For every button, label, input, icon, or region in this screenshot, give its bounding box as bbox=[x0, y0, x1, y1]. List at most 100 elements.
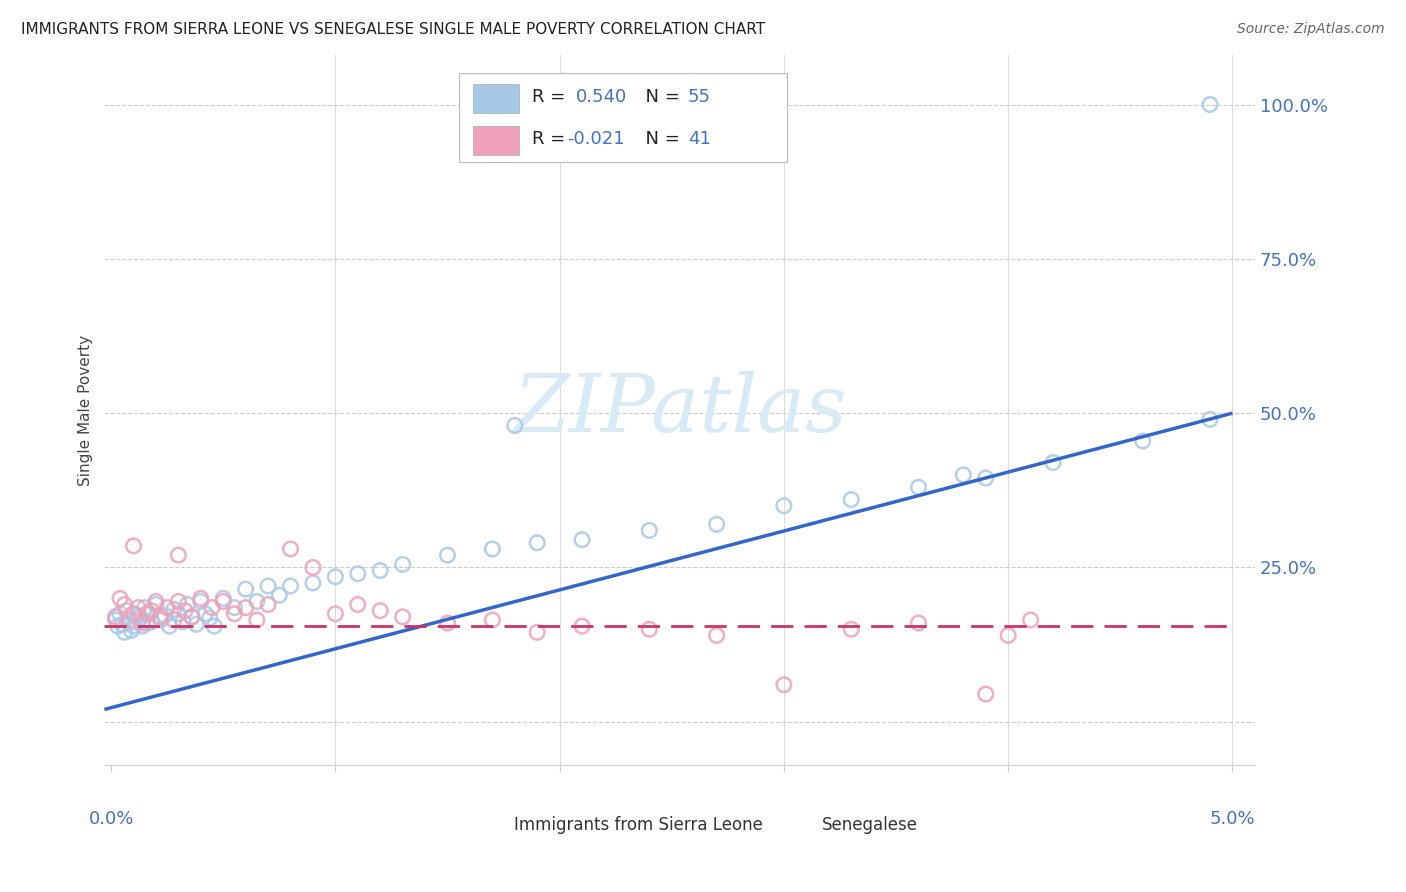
Point bbox=[481, 613, 503, 627]
Text: N =: N = bbox=[634, 87, 685, 106]
Point bbox=[526, 625, 548, 640]
Point bbox=[138, 607, 160, 621]
Text: Senegalese: Senegalese bbox=[823, 816, 918, 834]
Point bbox=[180, 610, 202, 624]
Point bbox=[145, 598, 167, 612]
Point bbox=[280, 541, 302, 556]
Point bbox=[952, 467, 974, 482]
Point bbox=[180, 610, 202, 624]
Point bbox=[202, 619, 225, 633]
Point bbox=[1199, 412, 1222, 426]
Point bbox=[773, 499, 796, 513]
Point bbox=[257, 579, 280, 593]
Point bbox=[108, 607, 131, 621]
Point bbox=[235, 582, 257, 596]
Point bbox=[246, 613, 269, 627]
Point bbox=[131, 619, 153, 633]
Y-axis label: Single Male Poverty: Single Male Poverty bbox=[79, 334, 93, 485]
Point bbox=[122, 607, 145, 621]
Point bbox=[145, 594, 167, 608]
Point bbox=[134, 600, 156, 615]
Text: ZIPatlas: ZIPatlas bbox=[513, 371, 846, 449]
Text: 0.0%: 0.0% bbox=[89, 810, 134, 828]
Point bbox=[149, 610, 172, 624]
Point bbox=[141, 604, 163, 618]
Point bbox=[302, 575, 325, 590]
Point bbox=[436, 548, 458, 562]
Point bbox=[172, 615, 194, 629]
Point bbox=[157, 619, 180, 633]
Point bbox=[302, 560, 325, 574]
Point bbox=[156, 600, 179, 615]
Point bbox=[136, 615, 159, 630]
Point bbox=[115, 604, 138, 618]
Point bbox=[201, 600, 224, 615]
Point bbox=[1019, 613, 1042, 627]
Point bbox=[108, 591, 131, 606]
Text: Source: ZipAtlas.com: Source: ZipAtlas.com bbox=[1237, 22, 1385, 37]
Point bbox=[269, 588, 291, 602]
Point bbox=[118, 613, 141, 627]
Point bbox=[141, 615, 163, 629]
Point bbox=[114, 598, 136, 612]
Point bbox=[839, 622, 862, 636]
Point bbox=[212, 594, 235, 608]
Point bbox=[706, 517, 728, 532]
Point bbox=[122, 619, 145, 633]
Point bbox=[571, 619, 593, 633]
Point bbox=[174, 604, 197, 618]
Point bbox=[176, 598, 198, 612]
Point bbox=[163, 613, 186, 627]
Point bbox=[436, 615, 458, 630]
Text: 41: 41 bbox=[688, 129, 710, 147]
Point bbox=[1042, 456, 1064, 470]
Point bbox=[127, 600, 149, 615]
Text: N =: N = bbox=[634, 129, 685, 147]
Point bbox=[571, 533, 593, 547]
Point bbox=[198, 611, 221, 625]
Point bbox=[224, 600, 246, 615]
Point bbox=[325, 570, 347, 584]
Point bbox=[235, 600, 257, 615]
Point bbox=[257, 598, 280, 612]
FancyBboxPatch shape bbox=[472, 126, 519, 154]
Point bbox=[129, 611, 152, 625]
Point bbox=[638, 622, 661, 636]
Point bbox=[246, 594, 269, 608]
Point bbox=[503, 418, 526, 433]
Point bbox=[149, 613, 172, 627]
Point bbox=[167, 594, 190, 608]
Point bbox=[114, 625, 136, 640]
Point bbox=[104, 610, 127, 624]
Point bbox=[167, 607, 190, 621]
Point bbox=[773, 678, 796, 692]
Text: 5.0%: 5.0% bbox=[1209, 810, 1256, 828]
Point bbox=[194, 607, 217, 621]
Point bbox=[107, 619, 129, 633]
Point bbox=[526, 536, 548, 550]
Text: IMMIGRANTS FROM SIERRA LEONE VS SENEGALESE SINGLE MALE POVERTY CORRELATION CHART: IMMIGRANTS FROM SIERRA LEONE VS SENEGALE… bbox=[21, 22, 765, 37]
Point bbox=[167, 548, 190, 562]
FancyBboxPatch shape bbox=[475, 815, 508, 835]
FancyBboxPatch shape bbox=[783, 815, 815, 835]
Point bbox=[1199, 97, 1222, 112]
Point bbox=[136, 607, 159, 621]
Point bbox=[997, 628, 1019, 642]
Point bbox=[391, 610, 413, 624]
Point bbox=[104, 613, 127, 627]
Point bbox=[190, 591, 212, 606]
Text: R =: R = bbox=[533, 129, 571, 147]
Point bbox=[212, 591, 235, 606]
Point bbox=[706, 628, 728, 642]
Point bbox=[190, 594, 212, 608]
Point bbox=[1132, 434, 1154, 448]
Point bbox=[346, 598, 368, 612]
Text: 55: 55 bbox=[688, 87, 710, 106]
FancyBboxPatch shape bbox=[472, 85, 519, 112]
Point bbox=[481, 541, 503, 556]
Point bbox=[111, 617, 134, 632]
Point bbox=[280, 579, 302, 593]
Point bbox=[153, 608, 176, 623]
Point bbox=[839, 492, 862, 507]
Point bbox=[163, 602, 186, 616]
